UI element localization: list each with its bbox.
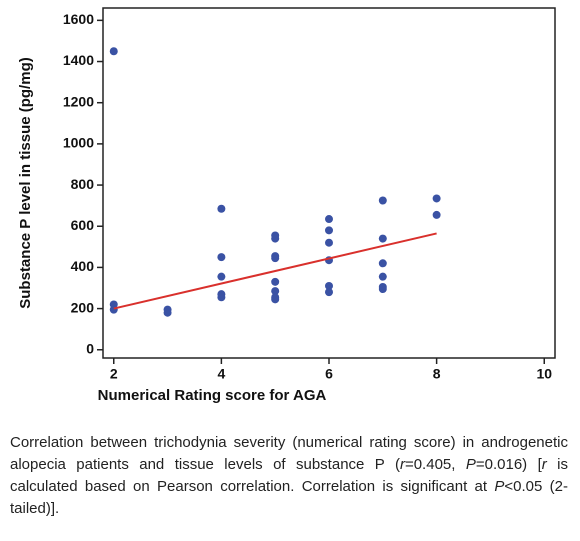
fit-line (113, 232, 437, 310)
y-tick-label: 1000 (63, 135, 94, 151)
point (432, 194, 441, 203)
point (378, 234, 387, 243)
caption-part: <0.05 (2-tailed)]. (10, 478, 568, 517)
point (271, 277, 280, 286)
point (271, 254, 280, 263)
point (325, 238, 333, 247)
point (378, 259, 387, 268)
point (325, 226, 333, 235)
point (271, 295, 280, 304)
point (217, 204, 226, 213)
y-tick-label: 1400 (63, 52, 94, 68)
point (325, 215, 333, 224)
y-tick-label: 600 (71, 217, 95, 233)
point (271, 234, 280, 243)
point (378, 196, 387, 205)
y-tick-label: 0 (86, 340, 94, 356)
caption: Correlation between trichodynia severity… (10, 432, 568, 520)
caption-part: =0.016) [ (475, 456, 542, 473)
point (217, 253, 226, 262)
caption-part: is calculated based on Pearson correlati… (10, 456, 569, 495)
point (378, 285, 387, 294)
x-tick-label: 8 (433, 366, 441, 382)
x-tick-label: 4 (217, 366, 225, 382)
caption-part: P (465, 456, 476, 473)
y-tick-label: 200 (71, 299, 95, 315)
point (325, 288, 333, 297)
chart: Numerical Rating score for AGA Substance… (17, 7, 556, 404)
x-tick-label: 6 (325, 366, 333, 382)
y-tick-label: 1600 (63, 11, 94, 27)
caption-part: r (541, 456, 547, 473)
caption-part: Correlation between trichodynia severity… (10, 434, 568, 473)
point (378, 272, 387, 281)
point (217, 272, 226, 281)
caption-part: P (494, 478, 505, 495)
caption-part: =0.405, (404, 456, 466, 473)
y-tick-label: 400 (71, 258, 95, 274)
point (163, 308, 172, 317)
x-tick-label: 10 (536, 366, 552, 382)
point (217, 293, 226, 302)
x-tick-label: 2 (110, 366, 118, 382)
point (271, 287, 280, 296)
point (109, 47, 118, 56)
y-axis-label: Substance P level in tissue (pg/mg) (17, 57, 34, 308)
y-tick-label: 800 (71, 176, 95, 192)
point (432, 210, 441, 219)
point (325, 281, 333, 290)
x-axis-label: Numerical Rating score for AGA (98, 387, 327, 404)
y-tick-label: 1200 (63, 93, 94, 109)
point (109, 305, 118, 314)
caption-part: r (399, 456, 405, 473)
plot-frame (102, 7, 556, 359)
